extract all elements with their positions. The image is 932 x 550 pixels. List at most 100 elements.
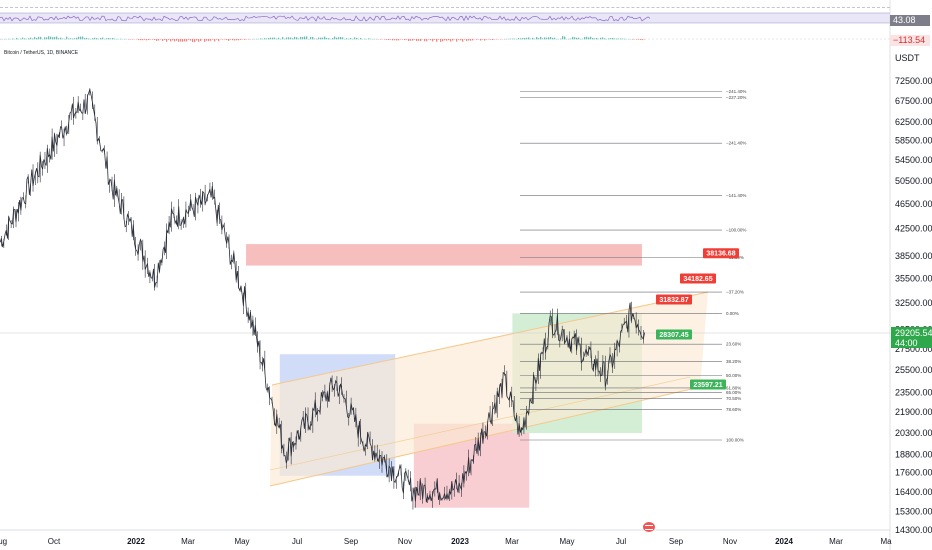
macd-bar [514,38,516,40]
macd-bar [632,39,634,40]
macd-bar [554,37,556,40]
tradingview-logo-icon[interactable] [643,522,655,532]
y-tick-label: 27500.00 [895,344,932,354]
macd-pane [0,36,890,43]
macd-bar [260,38,262,40]
macd-bar [436,39,438,42]
macd-bar [214,39,216,42]
price-label-box[interactable] [656,294,692,305]
x-tick-label: Aug [0,537,7,546]
macd-bar [458,39,460,40]
macd-bar [32,38,34,40]
y-tick-label: 20300.00 [895,428,932,438]
y-tick-label: 15300.00 [895,506,932,516]
macd-bar [100,37,102,40]
macd-bar [180,39,182,42]
macd-bar [78,36,80,40]
price-label-box[interactable] [703,248,739,259]
macd-bar [28,38,30,40]
macd-bar [414,39,416,40]
supply-zone[interactable] [246,244,642,266]
macd-bar [108,38,110,40]
x-tick-label: 2022 [127,537,145,546]
macd-bar [614,38,616,40]
rsi-value-tag: 43.08 [890,15,930,26]
macd-bar [530,38,532,40]
macd-bar [602,37,604,40]
macd-bar [38,36,40,40]
fib-level-label: 70.50% [726,396,741,401]
currency-label[interactable]: USDT [895,53,920,63]
macd-bar [430,39,432,41]
macd-bar [296,37,298,40]
macd-bar [622,38,624,40]
y-tick-label: 21900.00 [895,407,932,417]
macd-bar [412,39,414,41]
macd-bar [290,37,292,40]
macd-bar [466,39,468,42]
x-tick-label: Sep [669,537,684,546]
macd-bar [620,38,622,40]
macd-bar [270,37,272,40]
macd-bar [446,39,448,41]
macd-bar [524,38,526,40]
y-tick-label: 32500.00 [895,298,932,308]
ascending-channel [269,291,709,487]
y-tick-label: 16400.00 [895,487,932,497]
price-label-box[interactable] [656,329,692,340]
macd-bar [480,39,482,41]
price-label-box[interactable] [680,273,716,284]
macd-bar [342,37,344,40]
macd-bar [562,36,564,40]
macd-bar [396,39,398,41]
price-label-box[interactable] [690,379,726,390]
macd-bar [144,39,146,40]
fib-level-label: −141.40% [726,193,746,198]
macd-bar [174,39,176,42]
last-price: 29205.54 [895,328,932,338]
macd-bar [56,36,58,40]
macd-bar [70,38,72,40]
macd-bar [34,36,36,40]
macd-bar [460,39,462,41]
macd-bar [608,38,610,40]
macd-bar [476,39,478,40]
macd-bar [350,38,352,40]
macd-bar [148,39,150,40]
macd-bar [318,37,320,40]
macd-bar [636,39,638,40]
macd-bar [268,38,270,40]
macd-bar [282,37,284,40]
bar-countdown: 44:00 [895,338,918,348]
macd-bar [464,39,466,40]
macd-bar [106,38,108,40]
macd-bar [140,39,142,41]
macd-bar [468,39,470,41]
macd-bar [20,38,22,40]
y-tick-label: 42500.00 [895,224,932,234]
macd-bar [164,39,166,40]
fib-level-label: 0.00% [726,311,739,316]
macd-bar [418,39,420,41]
rsi-pane [0,12,890,24]
macd-bar [120,38,122,40]
macd-bar [358,38,360,40]
macd-bar [408,39,410,42]
y-tick-label: 58500.00 [895,135,932,145]
macd-bar [640,39,642,40]
macd-bar [528,37,530,40]
macd-bar [178,39,180,42]
macd-bar [244,39,246,40]
macd-bar [196,39,198,41]
macd-bar [432,39,434,42]
macd-bar [440,39,442,42]
macd-bar [364,38,366,40]
macd-bar [642,39,644,41]
x-tick-label: Mar [829,537,843,546]
macd-bar [156,39,158,41]
macd-bar [302,37,304,40]
x-tick-label: Mar [181,537,195,546]
macd-bar [168,39,170,40]
macd-bar [518,38,520,40]
